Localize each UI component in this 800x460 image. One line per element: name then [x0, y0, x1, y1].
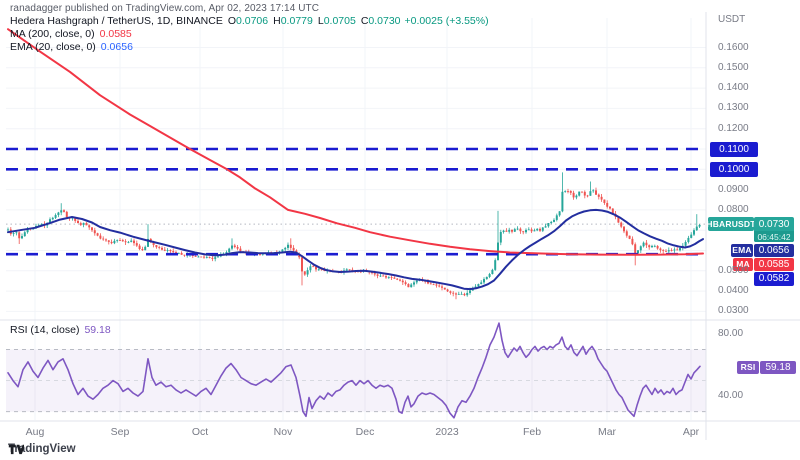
rsi-legend-row[interactable]: RSI (14, close) 59.18 — [10, 324, 111, 336]
level-badge-0.0582: 0.0582 — [754, 272, 794, 286]
rsi-line — [7, 322, 701, 419]
rsi-badge-label: RSI — [737, 361, 759, 374]
price-tick-label: 0.0900 — [718, 183, 749, 195]
price-tick-label: 0.0300 — [718, 305, 749, 317]
level-badge-0.1000: 0.1000 — [710, 162, 758, 177]
change-value: +0.0025 (+3.55%) — [404, 15, 489, 27]
ohlc-values: O0.0706 H0.0779 L0.0705 C0.0730 — [223, 15, 401, 27]
ma-indicator-label: MA (200, close, 0) — [10, 28, 95, 40]
ema-badge-label: EMA — [731, 244, 753, 257]
rsi-indicator-label: RSI (14, close) — [10, 324, 80, 336]
tradingview-logo-icon — [8, 444, 24, 455]
ohlc-value: 0.0730 — [368, 15, 401, 27]
ema-indicator-value: 0.0656 — [100, 41, 133, 53]
price-tick-label: 0.0500 — [718, 264, 749, 276]
ohlc-value: 0.0706 — [236, 15, 269, 27]
time-axis-label: Aug — [25, 426, 45, 438]
legend-ema-row[interactable]: EMA (20, close, 0) 0.0656 — [10, 41, 489, 54]
rsi-indicator-value: 59.18 — [84, 324, 111, 336]
ohlc-value: 0.0779 — [280, 15, 313, 27]
ohlc-label: C — [360, 15, 369, 27]
price-tick-label: 0.1300 — [718, 102, 749, 114]
rsi-axis-label-40: 40.00 — [718, 390, 744, 401]
symbol-last-price: 0.0730 — [758, 219, 790, 230]
attribution-text: ranadagger published on TradingView.com,… — [10, 3, 320, 14]
time-axis-label: Mar — [597, 426, 617, 438]
ema-badge-value: 0.0656 — [754, 244, 794, 257]
candlestick-series — [7, 172, 701, 300]
ma200-line — [7, 28, 704, 256]
price-axis[interactable]: 0.1100 0.1000 HBARUSDT 0.0730 06:45:42 E… — [706, 0, 800, 440]
time-axis-label: Apr — [682, 426, 700, 438]
rsi-badge-value: 59.18 — [760, 361, 796, 374]
tradingview-logo-text: TradingView — [8, 443, 76, 455]
time-axis-label: Feb — [522, 426, 542, 438]
legend-ma-row[interactable]: MA (200, close, 0) 0.0585 — [10, 28, 489, 41]
chart-legend: Hedera Hashgraph / TetherUS, 1D, BINANCE… — [10, 15, 489, 54]
price-tick-label: 0.0800 — [718, 203, 749, 215]
ma-badge-value: 0.0585 — [754, 258, 794, 271]
price-tick-label: 0.1200 — [718, 122, 749, 134]
symbol-price-badge-label: HBARUSDT — [706, 217, 755, 231]
legend-symbol-row[interactable]: Hedera Hashgraph / TetherUS, 1D, BINANCE… — [10, 15, 489, 28]
price-tick-label: 0.1400 — [718, 82, 749, 94]
bar-close-countdown: 06:45:42 — [754, 231, 794, 242]
tradingview-logo[interactable]: TradingView — [8, 443, 76, 455]
currency-label: USDT — [718, 14, 746, 25]
time-axis-label: Oct — [191, 426, 209, 438]
ema-indicator-label: EMA (20, close, 0) — [10, 41, 96, 53]
ema20-line — [7, 208, 704, 291]
time-axis-label: Sep — [110, 426, 130, 438]
ohlc-label: O — [227, 15, 236, 27]
ma-indicator-value: 0.0585 — [99, 28, 132, 40]
ma-badge-label: MA — [733, 258, 753, 271]
ohlc-value: 0.0705 — [323, 15, 356, 27]
time-axis-label: 2023 — [435, 426, 459, 438]
rsi-axis-label-80: 80.00 — [718, 328, 744, 339]
rsi-band — [6, 349, 706, 412]
level-badge-0.1100: 0.1100 — [710, 142, 758, 157]
time-axis[interactable]: Aug Sep Oct Nov Dec 2023 Feb Mar Apr — [0, 421, 706, 440]
symbol-title: Hedera Hashgraph / TetherUS, 1D, BINANCE — [10, 15, 223, 27]
symbol-price-badge: 0.0730 06:45:42 — [754, 217, 794, 242]
time-axis-label: Dec — [355, 426, 375, 438]
price-tick-label: 0.1500 — [718, 61, 749, 73]
price-tick-label: 0.1600 — [718, 41, 749, 53]
ohlc-label: H — [273, 15, 281, 27]
ohlc-label: L — [317, 15, 324, 27]
price-tick-label: 0.0400 — [718, 285, 749, 297]
time-axis-label: Nov — [273, 426, 293, 438]
